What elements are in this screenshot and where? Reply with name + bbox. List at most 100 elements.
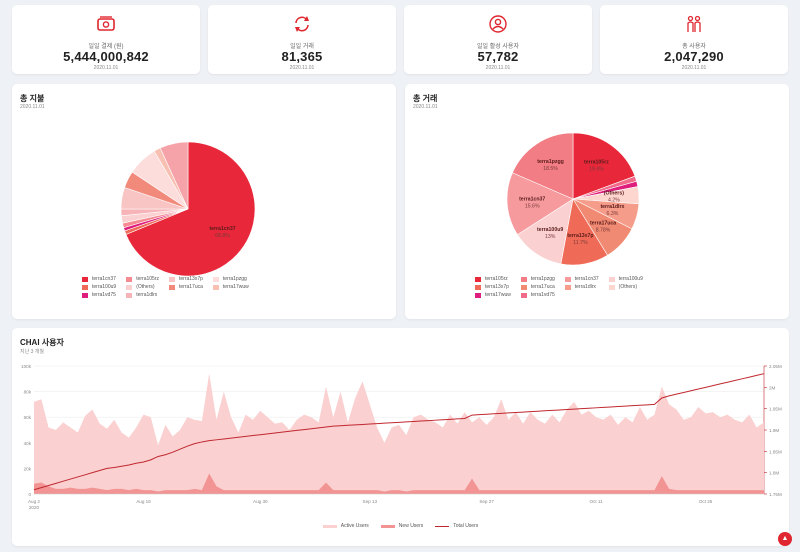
y-left-tick-label: 60k	[24, 415, 32, 420]
legend-item[interactable]: terra17wuw	[475, 292, 511, 298]
legend-item[interactable]: terra13x7p	[475, 284, 511, 290]
legend-item[interactable]: terra1dlrx	[126, 292, 159, 298]
slice-name-label: terra1dlrx	[600, 204, 624, 210]
scroll-to-top-button[interactable]: ▲	[778, 532, 792, 546]
legend-swatch	[564, 284, 571, 290]
chart-subtitle: 2020.11.01	[413, 104, 438, 110]
total-users-line	[33, 373, 765, 491]
chart-title: 총 지불	[20, 94, 45, 103]
legend-swatch	[212, 276, 219, 282]
legend-item[interactable]: terra13x7p	[168, 276, 203, 282]
legend-label: (Others)	[618, 284, 638, 290]
legend-swatch	[520, 284, 527, 290]
legend-swatch	[435, 525, 450, 527]
stat-label: 일일 활성 사용자	[477, 44, 519, 50]
x-tick-label: Oct 11	[589, 499, 603, 504]
legend-item[interactable]: (Others)	[126, 284, 159, 290]
stat-value: 81,365	[281, 49, 323, 64]
pie-slice-terra1dlrx2[interactable]	[159, 141, 189, 210]
legend-label: terra13x7p	[485, 284, 509, 290]
legend-item[interactable]: terra1dlrx	[564, 284, 599, 290]
stat-label: 총 사용자	[682, 44, 706, 50]
pie-slice-terra105rz[interactable]	[572, 132, 636, 200]
legend-swatch	[380, 524, 395, 528]
legend-item[interactable]: terra17uca	[168, 284, 203, 290]
legend-label: terra1cn37	[92, 276, 116, 282]
slice-pct-label: 8.78%	[596, 228, 611, 234]
legend-swatch	[475, 276, 481, 282]
pie-slice-terra1cn37[interactable]	[506, 172, 574, 236]
legend-item[interactable]: terra105rz	[126, 276, 159, 282]
y-left-tick-label: 100k	[21, 364, 32, 369]
legend-swatch	[608, 276, 615, 282]
legend-swatch	[608, 284, 615, 290]
stat-value: 2,047,290	[664, 49, 724, 64]
legend-item-new-users[interactable]: New Users	[380, 523, 423, 529]
legend-item[interactable]: terra1pzgg	[212, 276, 249, 282]
legend-swatch	[126, 276, 133, 282]
y-left-tick-label: 20k	[24, 466, 32, 471]
chart-title: CHAI 사용자	[20, 338, 64, 347]
legend-item[interactable]: terra1pzgg	[520, 276, 555, 282]
legend-label: terra1pzgg	[222, 276, 247, 282]
x-tick-label: Sep 13	[363, 499, 378, 504]
legend-item[interactable]: terra1cn37	[82, 276, 116, 282]
legend-label: terra100u9	[92, 284, 117, 290]
x-tick-label: Aug 30	[253, 499, 268, 504]
slice-pct-label: 4.2%	[608, 198, 620, 204]
new-users-area	[34, 473, 764, 494]
legend-swatch	[520, 292, 527, 298]
legend-item-total-users[interactable]: Total Users	[435, 523, 478, 529]
legend-swatch	[126, 292, 133, 298]
x-tick-label: Aug 16	[136, 499, 151, 504]
legend-item[interactable]: terra17uca	[520, 284, 555, 290]
users-icon	[687, 15, 701, 32]
slice-pct-label: 19.4%	[589, 166, 604, 172]
slice-pct-label: 18.5%	[543, 166, 558, 172]
slice-pct-label: 11.7%	[573, 240, 588, 246]
legend-item-active-users[interactable]: Active Users	[322, 523, 369, 529]
legend-swatch	[168, 276, 175, 282]
stat-card-daily-active-users: 일일 활성 사용자 57,782 2020.11.01	[404, 5, 592, 74]
users-area-chart: 0 20k 40k 60k 80k 100k 1.75M 1.8M 1.85M 1.9M 1.95M…	[21, 364, 782, 510]
legend-item[interactable]: terra105rz	[475, 276, 511, 282]
legend-item[interactable]: terra1cn37	[564, 276, 599, 282]
slice-name-label: (Others)	[604, 191, 624, 197]
legend-label: terra1dlrx	[574, 284, 596, 290]
legend-swatch	[475, 284, 481, 290]
pie-slice-terra1pzgg[interactable]	[512, 132, 574, 200]
users-chart-card: CHAI 사용자 지난 3 개월 0 20k 40k 60k 80k 100k 1.75M 1…	[12, 328, 789, 546]
legend-item[interactable]: (Others)	[608, 284, 643, 290]
legend-label: terra17wuw	[485, 292, 511, 298]
chart-title: 총 거래	[413, 94, 438, 103]
legend-item[interactable]: terra1vd75	[82, 292, 116, 298]
users-chart-legend: Active Users New Users Total Users	[12, 523, 789, 529]
legend-swatch	[82, 276, 88, 282]
x-tick-label: Aug 2	[28, 499, 40, 504]
slice-name-label: terra1cn37	[519, 196, 545, 202]
y-right-tick-label: 2.05M	[769, 364, 782, 369]
legend-item[interactable]: terra17wuw	[212, 284, 249, 290]
legend-item[interactable]: terra100u9	[608, 276, 643, 282]
slice-name-label: terra1cn37	[209, 226, 235, 232]
y-right-tick-label: 2M	[769, 385, 776, 390]
slice-name-label: terra105rz	[584, 159, 609, 165]
stat-label: 일일 결제 (원)	[88, 44, 124, 50]
legend-label: terra1vd75	[92, 292, 116, 298]
pie-slice-terra1cn37[interactable]	[125, 141, 256, 277]
legend-swatch	[82, 292, 88, 298]
legend-swatch	[168, 284, 175, 290]
y-right-tick-label: 1.8M	[769, 471, 779, 476]
legend-swatch	[126, 284, 133, 290]
legend-swatch	[82, 284, 88, 290]
legend-label: terra1dlrx	[136, 292, 158, 298]
legend-label: terra17uca	[530, 284, 555, 290]
legend-item[interactable]: terra100u9	[82, 284, 116, 290]
legend-item[interactable]: terra1vd75	[520, 292, 555, 298]
money-icon	[97, 16, 115, 31]
stat-date: 2020.11.01	[681, 65, 707, 71]
stat-card-total-users: 총 사용자 2,047,290 2020.11.01	[600, 5, 788, 74]
legend-swatch	[212, 284, 219, 290]
